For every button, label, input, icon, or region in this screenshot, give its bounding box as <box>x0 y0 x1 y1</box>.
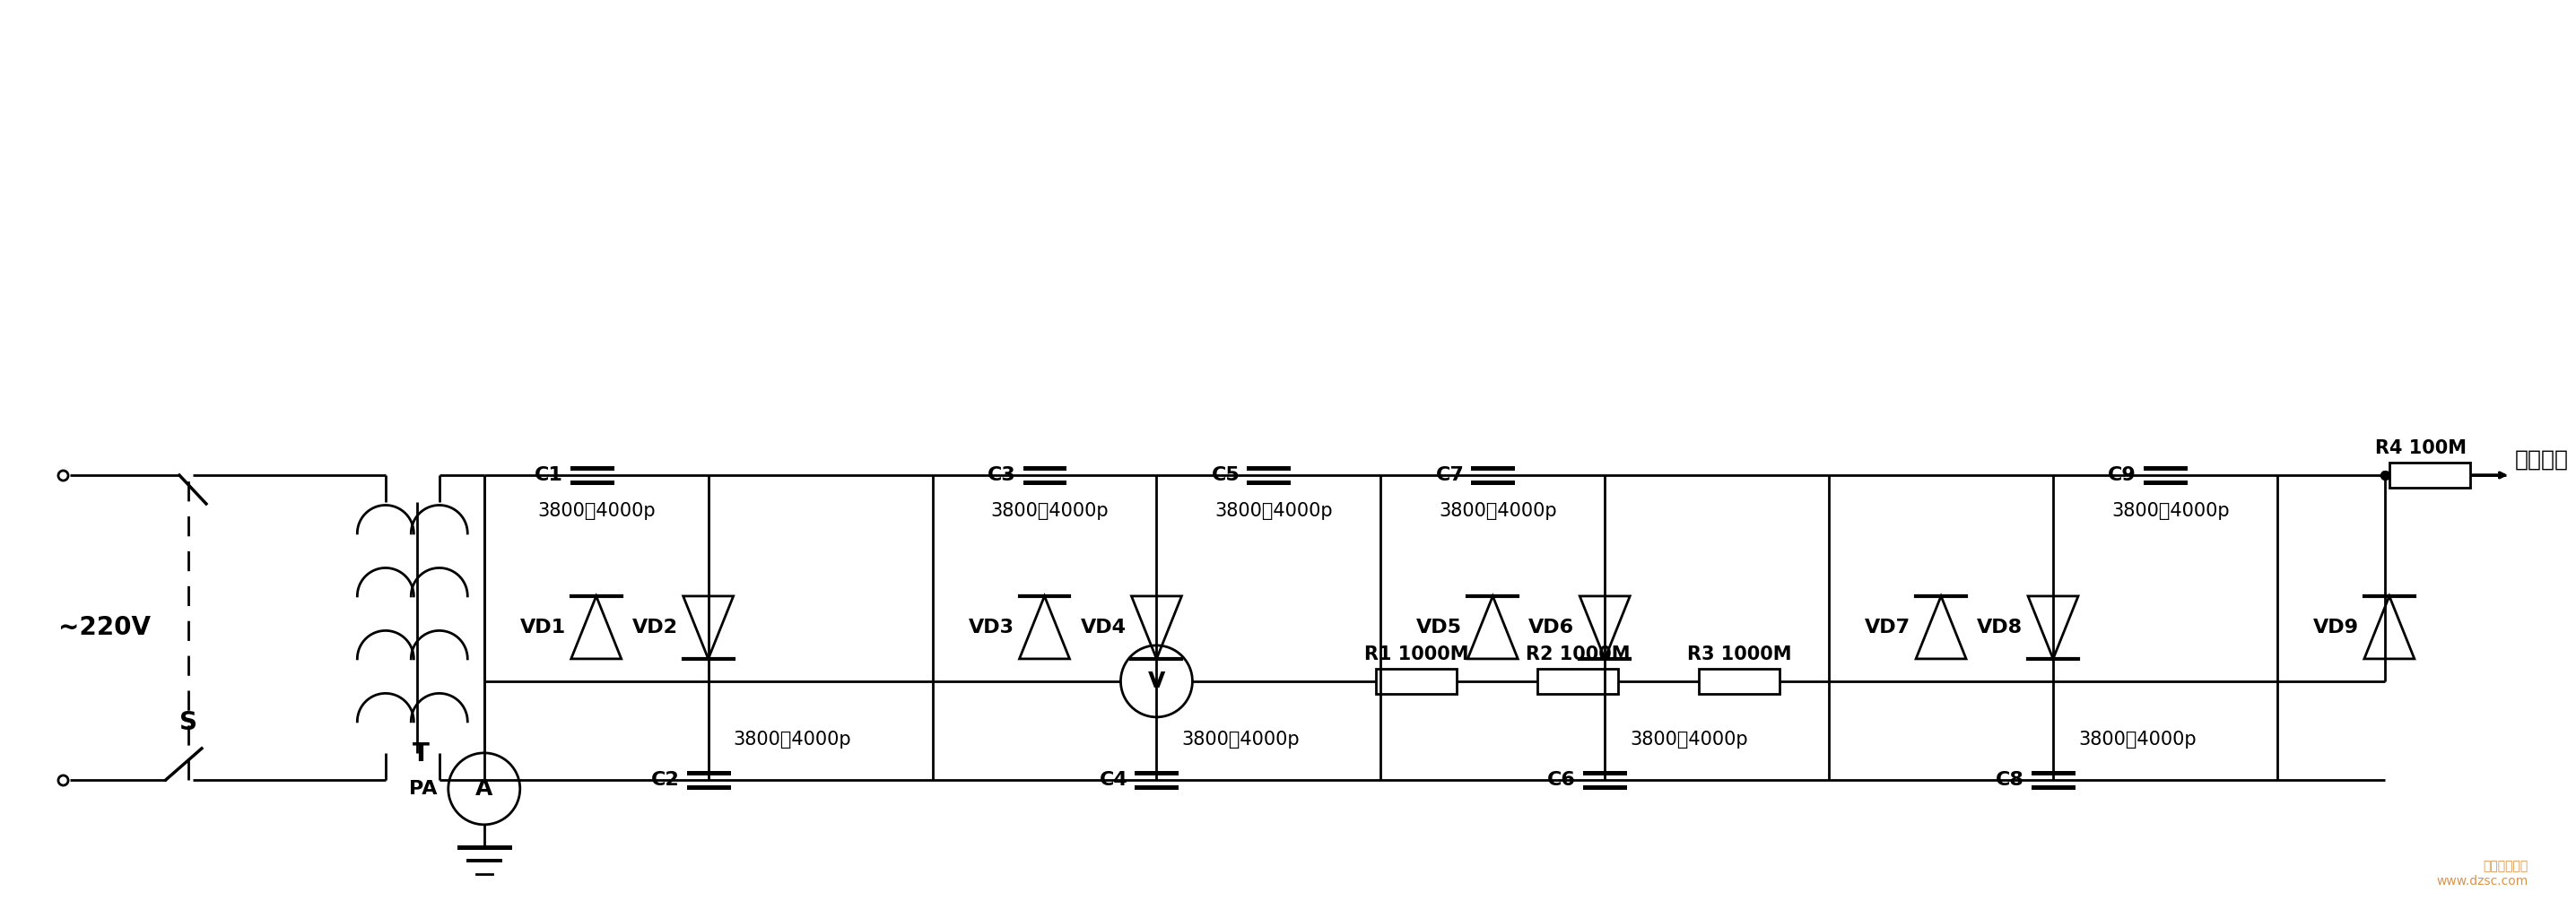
Text: 3800～4000p: 3800～4000p <box>538 502 657 520</box>
Text: C8: C8 <box>1996 771 2025 789</box>
Text: C1: C1 <box>533 466 564 484</box>
Bar <box>2391 463 2470 487</box>
Text: 3800～4000p: 3800～4000p <box>1440 502 1556 520</box>
Text: T: T <box>412 741 430 767</box>
Text: VD6: VD6 <box>1528 619 1574 636</box>
Bar <box>1538 668 1618 694</box>
Text: A: A <box>477 778 492 800</box>
Text: 3800～4000p: 3800～4000p <box>2112 502 2228 520</box>
Bar <box>1376 668 1458 694</box>
Text: R2 1000M: R2 1000M <box>1525 645 1631 664</box>
Text: 3800～4000p: 3800～4000p <box>734 731 853 748</box>
Text: VD3: VD3 <box>969 619 1015 636</box>
Text: 3800～4000p: 3800～4000p <box>2079 731 2197 748</box>
Text: 3800～4000p: 3800～4000p <box>1216 502 1332 520</box>
Text: R4 100M: R4 100M <box>2375 440 2465 457</box>
Text: 高压输出: 高压输出 <box>2514 449 2568 471</box>
Text: C2: C2 <box>652 771 680 789</box>
Text: 3800～4000p: 3800～4000p <box>1631 731 1749 748</box>
Text: ~220V: ~220V <box>59 615 149 640</box>
Text: 3800～4000p: 3800～4000p <box>992 502 1108 520</box>
Text: VD5: VD5 <box>1417 619 1463 636</box>
Text: 3800～4000p: 3800～4000p <box>1182 731 1301 748</box>
Text: C9: C9 <box>2107 466 2136 484</box>
Text: 维库电子市场
www.dzsc.com: 维库电子市场 www.dzsc.com <box>2437 860 2527 888</box>
Text: PA: PA <box>410 779 438 798</box>
Text: V: V <box>1149 670 1164 692</box>
Text: C5: C5 <box>1211 466 1239 484</box>
Text: C6: C6 <box>1548 771 1577 789</box>
Text: VD9: VD9 <box>2313 619 2360 636</box>
Text: VD2: VD2 <box>631 619 677 636</box>
Bar <box>1700 668 1780 694</box>
Text: VD4: VD4 <box>1079 619 1126 636</box>
Text: C7: C7 <box>1435 466 1463 484</box>
Text: C3: C3 <box>987 466 1015 484</box>
Text: S: S <box>180 710 198 735</box>
Text: R1 1000M: R1 1000M <box>1365 645 1468 664</box>
Text: VD8: VD8 <box>1976 619 2022 636</box>
Text: VD7: VD7 <box>1865 619 1911 636</box>
Text: VD1: VD1 <box>520 619 567 636</box>
Text: R3 1000M: R3 1000M <box>1687 645 1790 664</box>
Text: C4: C4 <box>1100 771 1128 789</box>
